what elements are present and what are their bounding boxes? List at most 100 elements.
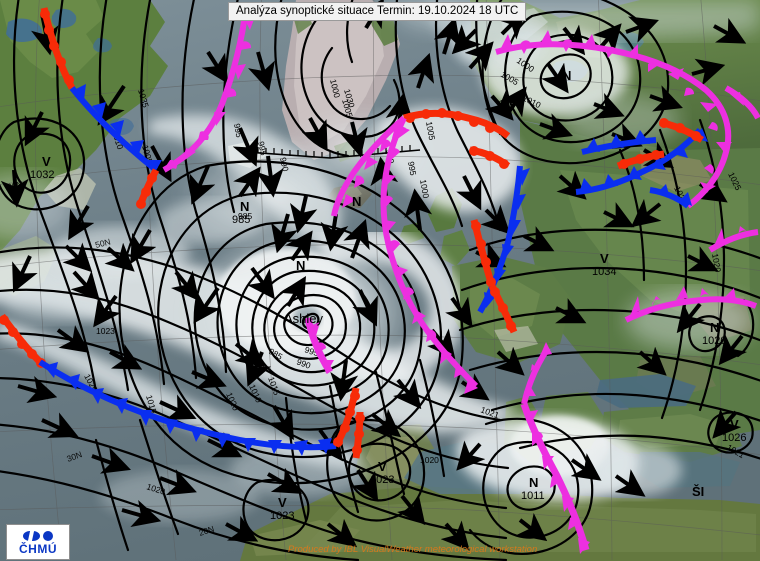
flow-arrow xyxy=(17,376,58,403)
flow-arrow xyxy=(41,412,79,438)
flow-arrow xyxy=(247,266,275,300)
flow-arrow xyxy=(351,468,379,502)
flow-arrow xyxy=(12,255,38,293)
flow-arrow xyxy=(407,52,435,89)
flow-arrow xyxy=(62,242,93,273)
producer-credit: Produced by IBL VisualWeather meteorolog… xyxy=(288,544,538,555)
flow-arrow xyxy=(301,117,328,151)
flow-arrow xyxy=(593,92,625,119)
flow-arrow xyxy=(433,16,461,55)
flow-arrow xyxy=(440,520,470,551)
flow-arrow xyxy=(320,213,349,252)
flow-arrow xyxy=(248,51,275,92)
flow-arrow xyxy=(718,334,748,366)
flow-arrow xyxy=(370,408,402,438)
flow-arrow xyxy=(130,228,157,265)
flow-arrow xyxy=(24,111,50,147)
flow-arrow xyxy=(480,204,511,235)
storm-name-label: Ashley xyxy=(284,311,324,326)
logo-glyph-group xyxy=(23,530,53,543)
warm-front-segment xyxy=(469,146,511,169)
logo-text: ČHMÚ xyxy=(19,541,57,556)
isobar-label: 990 xyxy=(295,356,312,370)
flow-arrow xyxy=(614,469,646,497)
flow-arrow xyxy=(189,165,216,205)
flow-arrow xyxy=(713,17,747,44)
flow-arrow xyxy=(68,204,95,241)
flow-arrow xyxy=(285,230,313,262)
flow-arrow xyxy=(523,226,555,252)
flow-arrow xyxy=(93,294,121,328)
occluded-front-segment xyxy=(162,7,256,173)
flow-arrow xyxy=(343,219,370,259)
flow-arrow xyxy=(290,195,318,234)
isobar-label: 995 xyxy=(406,161,418,177)
pressure-centre-type: N xyxy=(710,320,719,335)
flow-arrow xyxy=(404,188,433,231)
warm-front-segment xyxy=(352,411,365,459)
region-text-label: ŠI xyxy=(692,484,704,499)
flow-arrow xyxy=(201,50,229,84)
flow-arrow xyxy=(207,432,243,458)
flow-arrow xyxy=(464,41,494,72)
occluded-front-segment xyxy=(304,317,334,374)
pressure-centre-value: 985 xyxy=(232,214,250,226)
pressure-centre-type: V xyxy=(378,459,387,474)
flow-arrow xyxy=(541,62,569,94)
pressure-centre-type: V xyxy=(42,154,51,169)
flow-arrow xyxy=(56,325,90,353)
flow-arrow xyxy=(271,213,298,254)
pressure-centre-value: 1011 xyxy=(521,490,545,502)
flow-arrow xyxy=(352,289,378,327)
warm-front-segment xyxy=(488,284,518,334)
flow-arrow xyxy=(266,467,303,494)
bowtie-icon xyxy=(23,531,40,541)
flow-arrow xyxy=(570,453,602,481)
occluded-front-segment xyxy=(331,115,406,217)
flow-arrow xyxy=(191,362,227,389)
flow-arrow xyxy=(451,24,482,55)
flow-arrow xyxy=(592,23,622,54)
flow-arrow xyxy=(104,242,135,272)
flow-arrow xyxy=(555,298,587,324)
pressure-centre-value: 1032 xyxy=(30,169,54,181)
flow-arrow xyxy=(267,404,294,441)
flow-arrow xyxy=(70,270,100,301)
flow-arrow xyxy=(456,175,482,211)
flow-arrow xyxy=(255,155,284,198)
warm-front-segment xyxy=(659,118,704,143)
flow-arrow xyxy=(539,113,573,140)
flow-arrow xyxy=(159,469,197,496)
flow-arrow xyxy=(649,85,683,112)
flow-arrow xyxy=(159,394,197,420)
pressure-centre-type: V xyxy=(600,251,609,266)
flow-arrow xyxy=(170,270,200,302)
chmu-logo: ČHMÚ xyxy=(6,524,70,560)
occluded-front-segment xyxy=(521,342,552,405)
flow-arrow xyxy=(279,275,307,308)
isobar-label: 1020 xyxy=(420,455,439,465)
flow-arrow xyxy=(392,378,422,410)
flow-arrow xyxy=(396,494,426,526)
pressure-centre-type: N xyxy=(240,199,249,214)
flow-arrow xyxy=(603,202,635,228)
flow-arrow xyxy=(691,58,726,86)
flow-arrow xyxy=(91,447,131,474)
occluded-front-segment xyxy=(520,402,590,554)
pressure-centre-type: V xyxy=(278,495,287,510)
isobar-label: 1000 xyxy=(328,78,342,99)
isobar-label: 995 xyxy=(256,140,269,156)
pressure-centre-type: N xyxy=(296,258,305,273)
dot-icon xyxy=(43,531,53,541)
flow-arrow xyxy=(625,16,659,43)
occluded-front-segment xyxy=(624,286,758,323)
flow-arrow xyxy=(712,408,742,439)
flow-arrow xyxy=(676,302,706,334)
warm-front-segment xyxy=(0,313,46,368)
flow-arrow xyxy=(516,512,548,542)
flow-arrow xyxy=(636,346,667,376)
flow-arrow xyxy=(330,359,359,402)
